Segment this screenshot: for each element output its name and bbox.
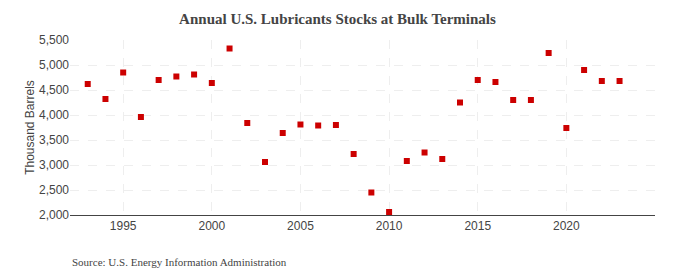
svg-text:Thousand Barrels: Thousand Barrels (23, 80, 37, 175)
svg-text:2,000: 2,000 (39, 208, 69, 222)
svg-text:5,500: 5,500 (39, 33, 69, 47)
svg-text:Source: U.S. Energy Informatio: Source: U.S. Energy Information Administ… (72, 256, 287, 268)
svg-text:2015: 2015 (464, 219, 491, 233)
svg-text:2020: 2020 (553, 219, 580, 233)
svg-text:Annual U.S. Lubricants Stocks: Annual U.S. Lubricants Stocks at Bulk Te… (179, 11, 496, 27)
svg-text:3,000: 3,000 (39, 158, 69, 172)
svg-text:2010: 2010 (376, 219, 403, 233)
svg-text:3,500: 3,500 (39, 133, 69, 147)
svg-text:2005: 2005 (287, 219, 314, 233)
svg-text:2000: 2000 (198, 219, 225, 233)
svg-text:1995: 1995 (110, 219, 137, 233)
svg-text:4,500: 4,500 (39, 83, 69, 97)
svg-text:4,000: 4,000 (39, 108, 69, 122)
svg-text:2,500: 2,500 (39, 183, 69, 197)
svg-text:5,000: 5,000 (39, 58, 69, 72)
